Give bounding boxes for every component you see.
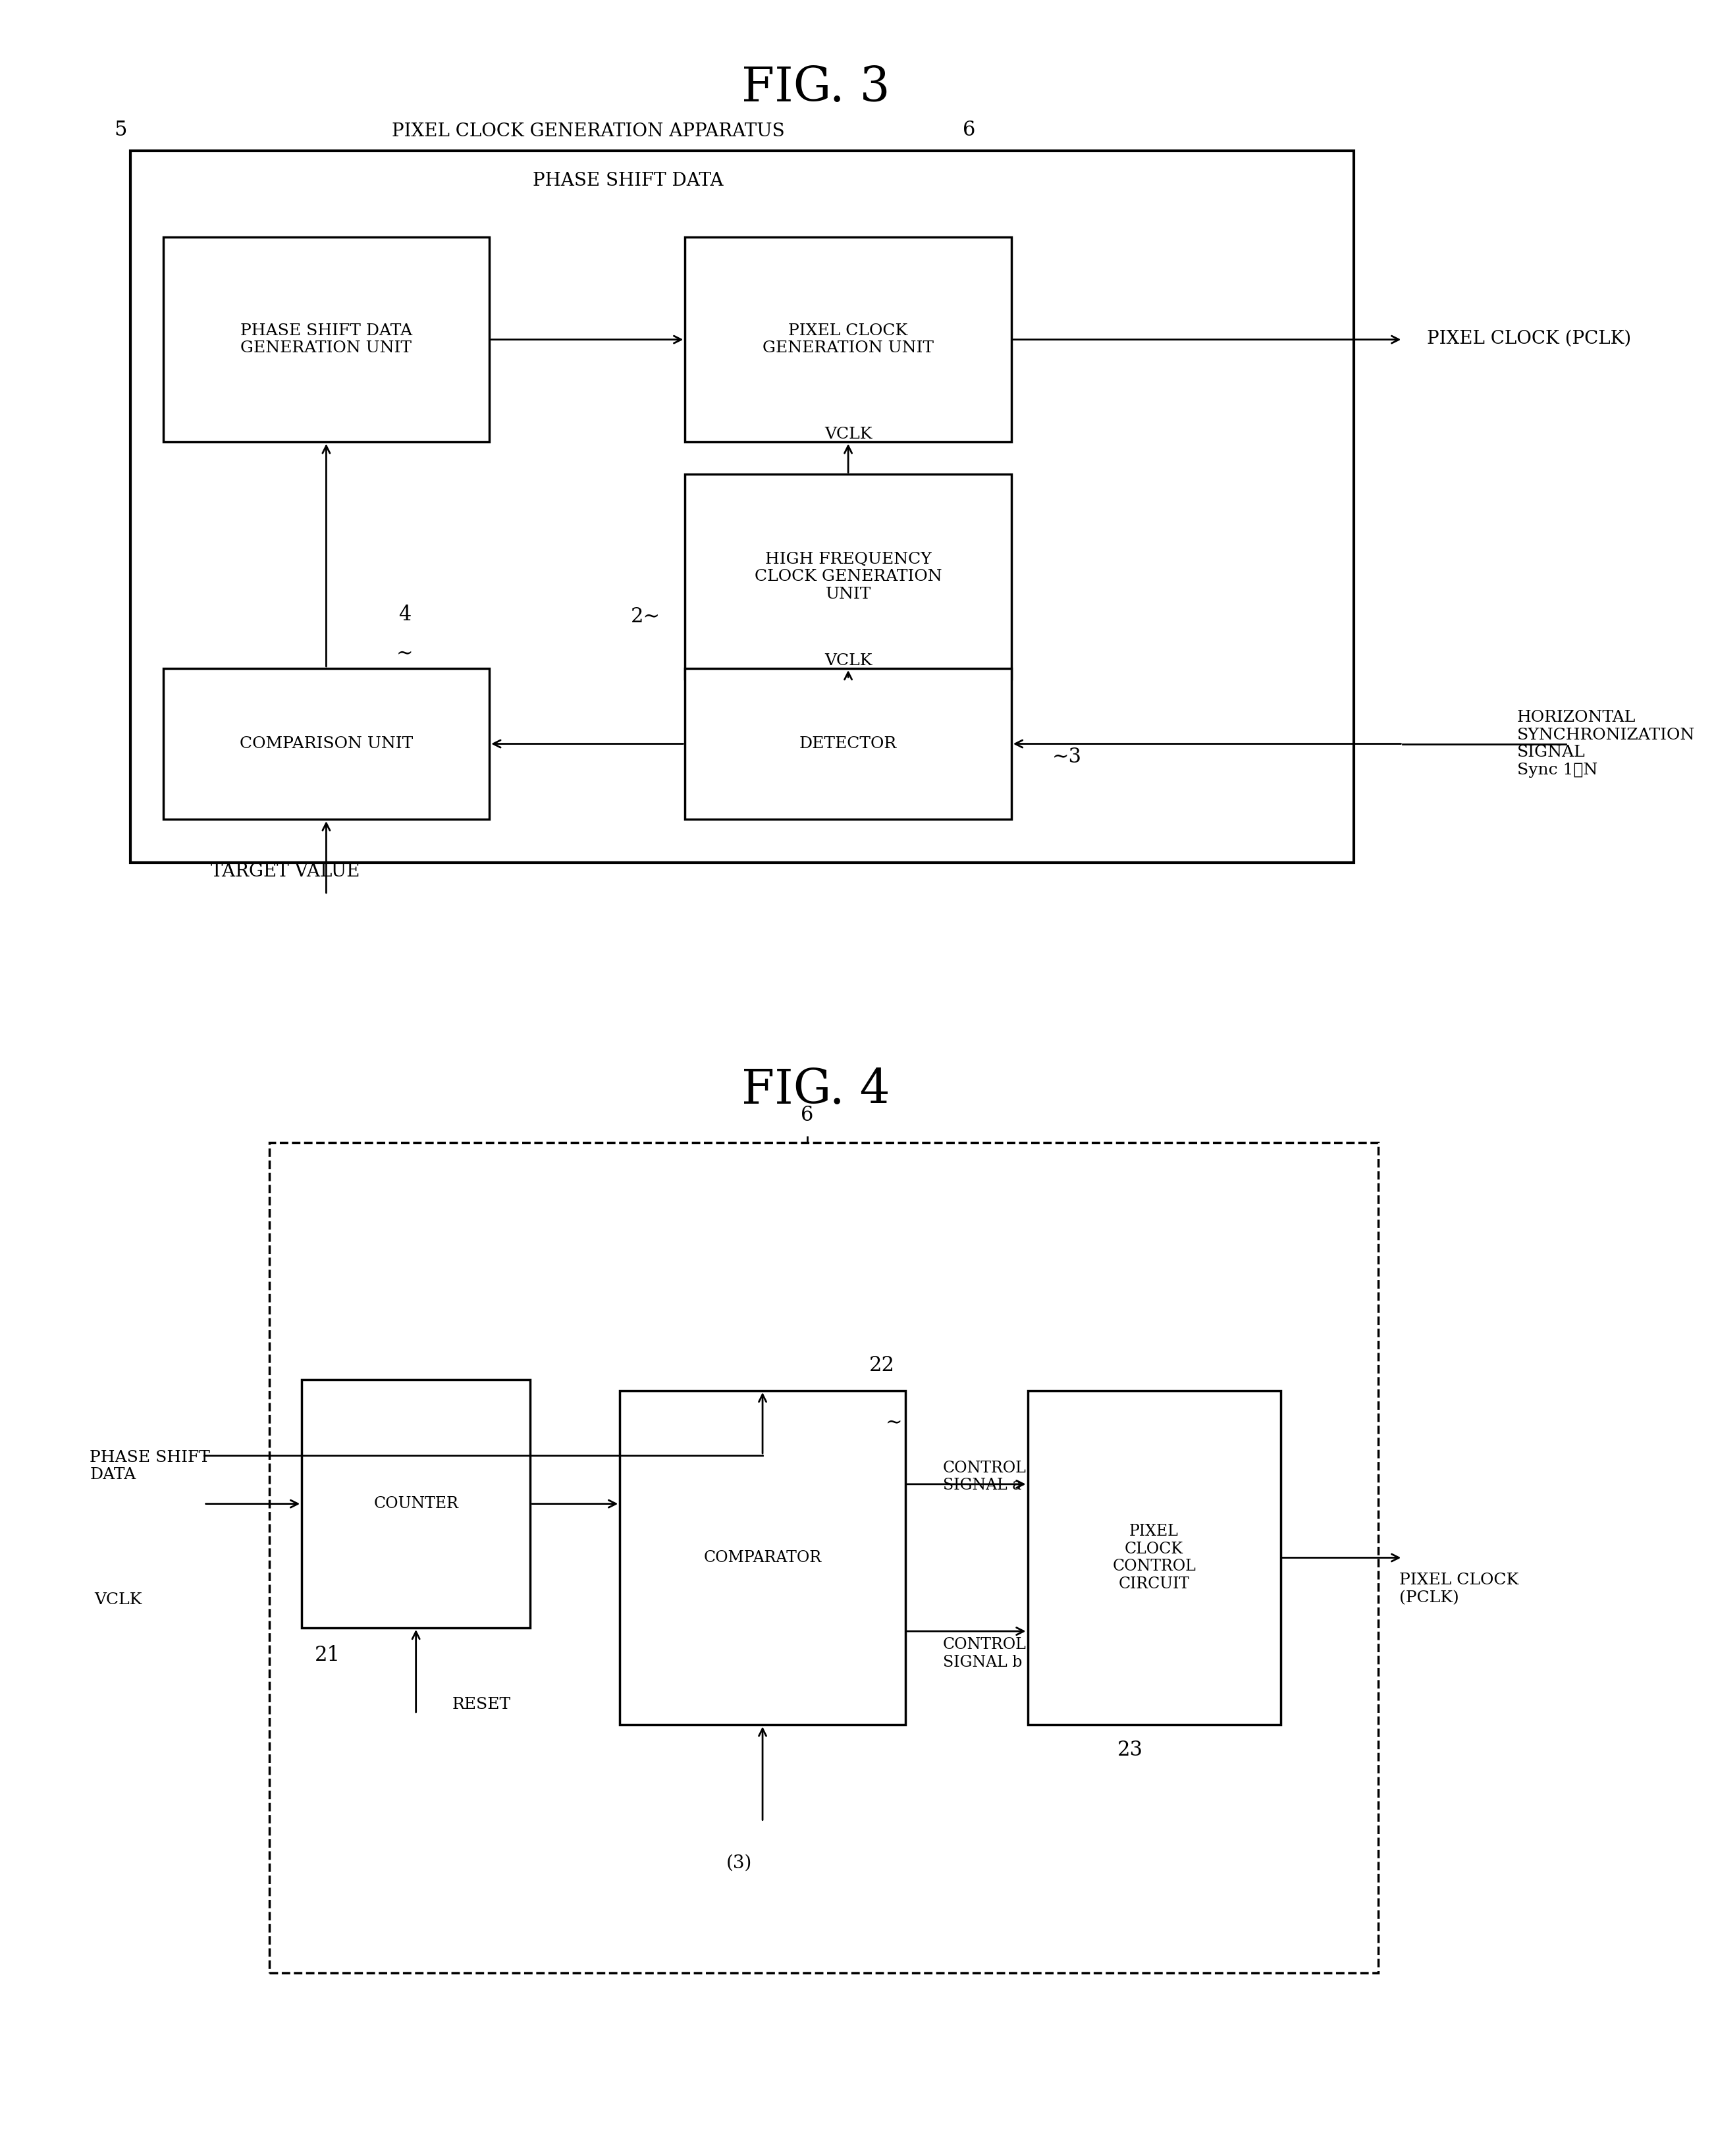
Text: DETECTOR: DETECTOR bbox=[800, 735, 897, 752]
Text: VCLK: VCLK bbox=[824, 427, 872, 442]
Text: PIXEL CLOCK (PCLK): PIXEL CLOCK (PCLK) bbox=[1428, 330, 1632, 347]
Text: PIXEL
CLOCK
CONTROL
CIRCUIT: PIXEL CLOCK CONTROL CIRCUIT bbox=[1112, 1524, 1196, 1591]
Text: FIG. 3: FIG. 3 bbox=[741, 65, 891, 112]
Text: COMPARATOR: COMPARATOR bbox=[704, 1550, 822, 1565]
Text: 6: 6 bbox=[801, 1106, 813, 1125]
FancyBboxPatch shape bbox=[685, 237, 1011, 442]
Text: ∼3: ∼3 bbox=[1052, 746, 1081, 768]
Text: 6: 6 bbox=[963, 121, 975, 140]
FancyBboxPatch shape bbox=[163, 668, 489, 819]
Text: PHASE SHIFT DATA
GENERATION UNIT: PHASE SHIFT DATA GENERATION UNIT bbox=[240, 323, 412, 356]
FancyBboxPatch shape bbox=[269, 1143, 1378, 1973]
Text: ∼: ∼ bbox=[885, 1412, 903, 1432]
FancyBboxPatch shape bbox=[685, 474, 1011, 679]
Text: PHASE SHIFT DATA: PHASE SHIFT DATA bbox=[532, 172, 724, 190]
Text: CONTROL
SIGNAL b: CONTROL SIGNAL b bbox=[942, 1636, 1026, 1671]
Text: TARGET VALUE: TARGET VALUE bbox=[211, 862, 360, 880]
Text: VCLK: VCLK bbox=[824, 653, 872, 668]
Text: PIXEL CLOCK GENERATION APPARATUS: PIXEL CLOCK GENERATION APPARATUS bbox=[391, 123, 784, 140]
Text: 22: 22 bbox=[870, 1356, 896, 1376]
Text: HIGH FREQUENCY
CLOCK GENERATION
UNIT: HIGH FREQUENCY CLOCK GENERATION UNIT bbox=[755, 552, 942, 602]
FancyBboxPatch shape bbox=[302, 1380, 530, 1628]
Text: 2∼: 2∼ bbox=[631, 606, 661, 627]
Text: PIXEL CLOCK
GENERATION UNIT: PIXEL CLOCK GENERATION UNIT bbox=[762, 323, 934, 356]
FancyBboxPatch shape bbox=[130, 151, 1354, 862]
Text: ∼: ∼ bbox=[396, 642, 414, 664]
Text: PHASE SHIFT
DATA: PHASE SHIFT DATA bbox=[89, 1449, 209, 1483]
Text: COMPARISON UNIT: COMPARISON UNIT bbox=[240, 735, 414, 752]
Text: (3): (3) bbox=[726, 1854, 752, 1871]
Text: 4: 4 bbox=[398, 604, 410, 625]
Text: FIG. 4: FIG. 4 bbox=[741, 1067, 891, 1115]
FancyBboxPatch shape bbox=[1028, 1391, 1280, 1725]
Text: VCLK: VCLK bbox=[94, 1591, 142, 1608]
Text: COUNTER: COUNTER bbox=[374, 1496, 458, 1511]
Text: PIXEL CLOCK
(PCLK): PIXEL CLOCK (PCLK) bbox=[1400, 1572, 1519, 1606]
FancyBboxPatch shape bbox=[685, 668, 1011, 819]
Text: CONTROL
SIGNAL a: CONTROL SIGNAL a bbox=[942, 1460, 1026, 1494]
FancyBboxPatch shape bbox=[619, 1391, 906, 1725]
Text: 23: 23 bbox=[1117, 1740, 1143, 1759]
Text: 5: 5 bbox=[115, 121, 127, 140]
Text: RESET: RESET bbox=[451, 1697, 511, 1712]
FancyBboxPatch shape bbox=[163, 237, 489, 442]
Text: 21: 21 bbox=[314, 1645, 340, 1664]
Text: HORIZONTAL
SYNCHRONIZATION
SIGNAL
Sync 1∾N: HORIZONTAL SYNCHRONIZATION SIGNAL Sync 1… bbox=[1517, 709, 1695, 778]
